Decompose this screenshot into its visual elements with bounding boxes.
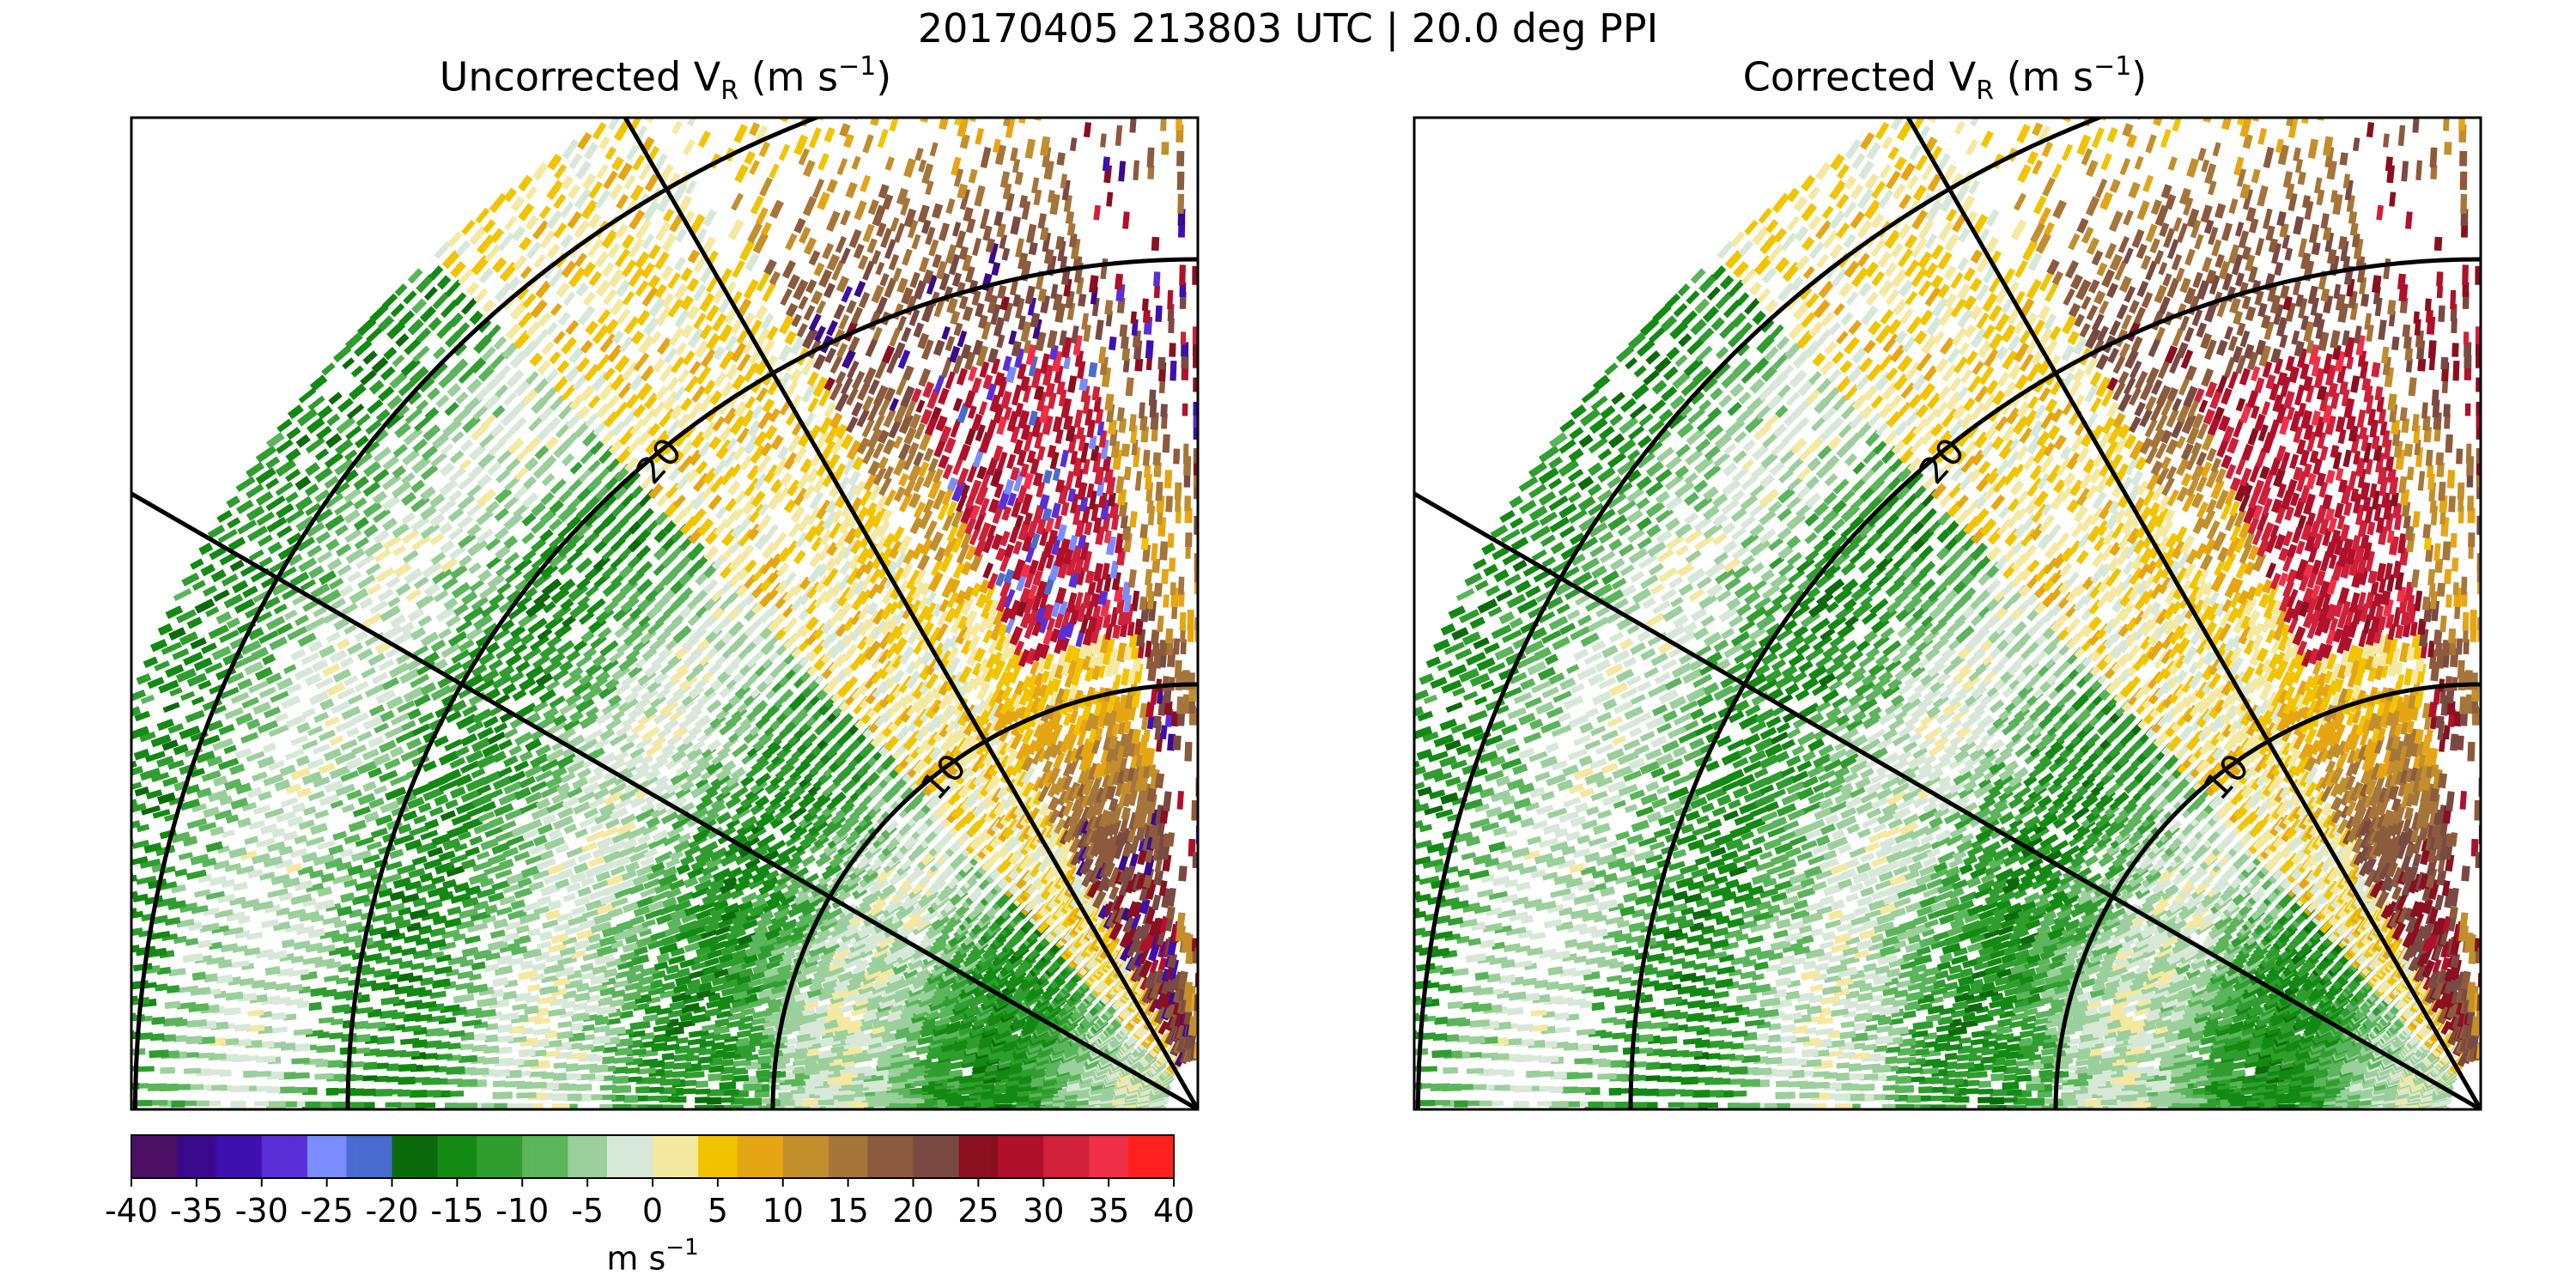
radial-line <box>1414 491 2481 1109</box>
title-main: Uncorrected V <box>439 53 721 100</box>
colorbar-tick-label: 0 <box>641 1192 664 1230</box>
colorbar-tick-label: -20 <box>365 1192 419 1230</box>
colorbar-label-main: m s <box>606 1239 666 1278</box>
velocity-field <box>131 118 1198 1109</box>
title-close: ) <box>2131 53 2148 100</box>
title-sub: R <box>720 76 739 106</box>
title-units: (m s <box>1994 53 2094 100</box>
colorbar-tick-label: -25 <box>300 1192 354 1230</box>
title-sup: −1 <box>838 52 877 82</box>
title-main: Corrected V <box>1742 53 1977 100</box>
colorbar <box>131 1134 1175 1187</box>
radial-line <box>2478 1105 2481 1109</box>
colorbar-tick-label: -30 <box>234 1192 289 1230</box>
radial-line <box>131 491 1198 1109</box>
panel-title-corrected: Corrected VR (m s−1) <box>1413 52 2477 106</box>
colorbar-label-sup: −1 <box>665 1235 699 1261</box>
radial-line <box>1905 118 2481 1109</box>
colorbar-tick-label: -40 <box>104 1192 159 1230</box>
title-close: ) <box>876 53 892 100</box>
plot-frame <box>130 116 1200 1111</box>
figure-suptitle: 20170405 213803 UTC | 20.0 deg PPI <box>917 5 1659 52</box>
radial-line <box>623 118 1198 1109</box>
colorbar-tick-label: 30 <box>1023 1192 1065 1230</box>
title-sub: R <box>1976 76 1995 106</box>
colorbar-tick-label: 20 <box>892 1192 934 1230</box>
velocity-field <box>1414 118 2481 1109</box>
plot-frame <box>1413 116 2482 1111</box>
colorbar-tick-label: 40 <box>1152 1192 1195 1230</box>
colorbar-tick-label: 5 <box>707 1192 728 1230</box>
colorbar-tick-label: -10 <box>495 1192 550 1230</box>
colorbar-label: m s−1 <box>606 1235 699 1278</box>
colorbar-tick-label: 15 <box>827 1192 869 1230</box>
panel-title-uncorrected: Uncorrected VR (m s−1) <box>133 52 1198 106</box>
colorbar-tick-label: 10 <box>762 1192 804 1230</box>
colorbar-tick-label: 35 <box>1087 1192 1130 1230</box>
title-units: (m s <box>738 53 839 100</box>
colorbar-tick-label: -5 <box>571 1192 605 1230</box>
colorbar-tick-label: -15 <box>430 1192 484 1230</box>
colorbar-tick-label: -35 <box>169 1192 223 1230</box>
title-sup: −1 <box>2093 52 2132 82</box>
colorbar-tick-label: 25 <box>957 1192 999 1230</box>
